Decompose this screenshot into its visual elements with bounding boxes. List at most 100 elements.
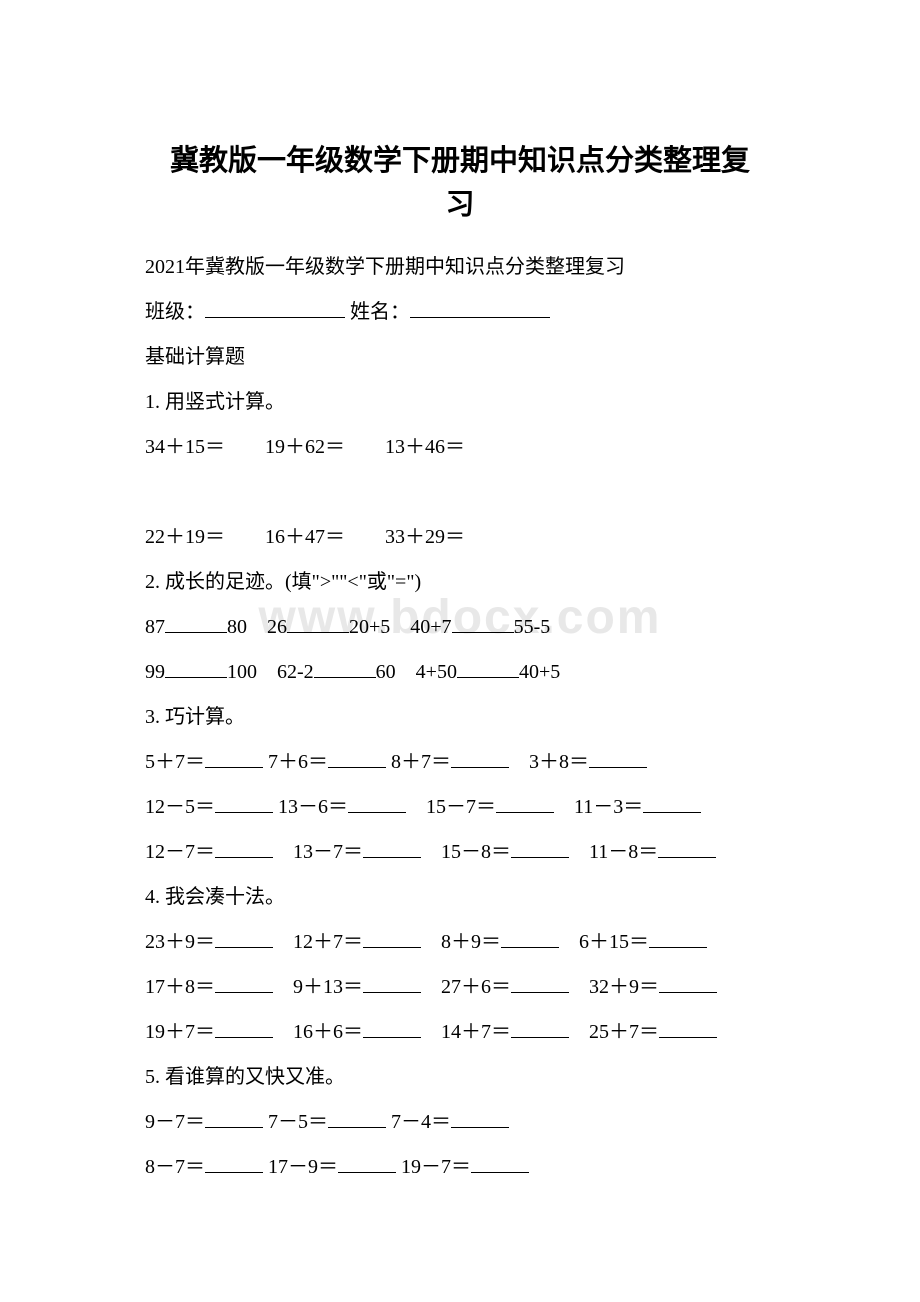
q3-row3: 12－7＝ 13－7＝ 15－8＝ 11－8＝ xyxy=(145,830,775,875)
q2-row2: 99100 62-260 4+5040+5 xyxy=(145,650,775,695)
q4-r3-blank3[interactable] xyxy=(511,1018,569,1038)
q4-r3-blank2[interactable] xyxy=(363,1018,421,1038)
q3-r1-blank4[interactable] xyxy=(589,748,647,768)
q1-row1: 34＋15＝ 19＋62＝ 13＋46＝ xyxy=(145,425,775,470)
q3-r2-c: 15－7＝ xyxy=(406,796,496,818)
q5-r1-c: 7－4＝ xyxy=(386,1111,451,1133)
q5-row2: 8－7＝ 17－9＝ 19－7＝ xyxy=(145,1145,775,1190)
q3-r1-blank3[interactable] xyxy=(451,748,509,768)
q2-r1-a: 87 xyxy=(145,616,165,638)
q4-r2-c: 27＋6＝ xyxy=(421,976,511,998)
q4-r2-blank4[interactable] xyxy=(659,973,717,993)
q2-r2-blank2[interactable] xyxy=(314,658,376,678)
q5-r1-blank3[interactable] xyxy=(451,1108,509,1128)
q2-r2-b: 100 62-2 xyxy=(227,661,314,683)
title-line-2: 习 xyxy=(445,189,474,221)
q2-r2-a: 99 xyxy=(145,661,165,683)
q4-r1-b: 12＋7＝ xyxy=(273,931,363,953)
q3-r2-blank1[interactable] xyxy=(215,793,273,813)
q4-r3-a: 19＋7＝ xyxy=(145,1021,215,1043)
q3-r1-c: 8＋7＝ xyxy=(386,751,451,773)
q3-prompt: 3. 巧计算。 xyxy=(145,695,775,740)
q3-r3-a: 12－7＝ xyxy=(145,841,215,863)
q5-prompt: 5. 看谁算的又快又准。 xyxy=(145,1055,775,1100)
q4-r1-blank1[interactable] xyxy=(215,928,273,948)
q3-r1-blank1[interactable] xyxy=(205,748,263,768)
name-blank[interactable] xyxy=(410,298,550,318)
q5-row1: 9－7＝ 7－5＝ 7－4＝ xyxy=(145,1100,775,1145)
q4-r1-c: 8＋9＝ xyxy=(421,931,501,953)
q3-row2: 12－5＝ 13－6＝ 15－7＝ 11－3＝ xyxy=(145,785,775,830)
q3-r2-blank4[interactable] xyxy=(643,793,701,813)
q3-r2-blank2[interactable] xyxy=(348,793,406,813)
q5-r2-blank3[interactable] xyxy=(471,1153,529,1173)
q5-r1-blank2[interactable] xyxy=(328,1108,386,1128)
q4-r3-blank4[interactable] xyxy=(659,1018,717,1038)
section-basic-calc: 基础计算题 xyxy=(145,335,775,380)
subtitle: 2021年冀教版一年级数学下册期中知识点分类整理复习 xyxy=(145,245,775,290)
q3-r1-a: 5＋7＝ xyxy=(145,751,205,773)
q4-r1-a: 23＋9＝ xyxy=(145,931,215,953)
q3-r2-a: 12－5＝ xyxy=(145,796,215,818)
q2-r1-c: 20+5 40+7 xyxy=(349,616,452,638)
q3-r3-blank3[interactable] xyxy=(511,838,569,858)
class-label: 班级： xyxy=(145,301,205,323)
q3-r3-blank4[interactable] xyxy=(658,838,716,858)
q3-r1-b: 7＋6＝ xyxy=(263,751,328,773)
q1-prompt: 1. 用竖式计算。 xyxy=(145,380,775,425)
q4-r3-c: 14＋7＝ xyxy=(421,1021,511,1043)
worksheet-content: 冀教版一年级数学下册期中知识点分类整理复 习 2021年冀教版一年级数学下册期中… xyxy=(145,140,775,1190)
q2-r1-blank2[interactable] xyxy=(287,613,349,633)
q5-r1-b: 7－5＝ xyxy=(263,1111,328,1133)
q5-r2-blank1[interactable] xyxy=(205,1153,263,1173)
q3-r3-b: 13－7＝ xyxy=(273,841,363,863)
q1-row2: 22＋19＝ 16＋47＝ 33＋29＝ xyxy=(145,515,775,560)
q5-r1-blank1[interactable] xyxy=(205,1108,263,1128)
q4-r1-blank2[interactable] xyxy=(363,928,421,948)
q4-r3-blank1[interactable] xyxy=(215,1018,273,1038)
class-blank[interactable] xyxy=(205,298,345,318)
q5-r2-c: 19－7＝ xyxy=(396,1156,471,1178)
q3-r3-c: 15－8＝ xyxy=(421,841,511,863)
q2-prompt: 2. 成长的足迹。(填">""<"或"=") xyxy=(145,560,775,605)
q2-row1: 87 80 26 20+5 40+7 55-5 xyxy=(145,605,775,650)
q5-r2-b: 17－9＝ xyxy=(263,1156,338,1178)
q2-r1-d: 55-5 xyxy=(514,616,551,638)
q4-prompt: 4. 我会凑十法。 xyxy=(145,875,775,920)
q1-spacer xyxy=(145,470,775,515)
q3-r3-d: 11－8＝ xyxy=(569,841,658,863)
q5-r2-a: 8－7＝ xyxy=(145,1156,205,1178)
name-label: 姓名： xyxy=(345,301,410,323)
q3-r3-blank1[interactable] xyxy=(215,838,273,858)
q4-r2-a: 17＋8＝ xyxy=(145,976,215,998)
page-title: 冀教版一年级数学下册期中知识点分类整理复 习 xyxy=(145,140,775,227)
q3-r3-blank2[interactable] xyxy=(363,838,421,858)
q3-r1-d: 3＋8＝ xyxy=(509,751,589,773)
q4-r2-blank2[interactable] xyxy=(363,973,421,993)
q4-r2-b: 9＋13＝ xyxy=(273,976,363,998)
q3-r2-b: 13－6＝ xyxy=(273,796,348,818)
q3-r2-blank3[interactable] xyxy=(496,793,554,813)
q2-r1-blank1[interactable] xyxy=(165,613,227,633)
q5-r1-a: 9－7＝ xyxy=(145,1111,205,1133)
q2-r2-blank3[interactable] xyxy=(457,658,519,678)
q4-r2-blank3[interactable] xyxy=(511,973,569,993)
q2-r2-blank1[interactable] xyxy=(165,658,227,678)
q4-r3-b: 16＋6＝ xyxy=(273,1021,363,1043)
q2-r1-b: 80 26 xyxy=(227,616,287,638)
q4-row1: 23＋9＝ 12＋7＝ 8＋9＝ 6＋15＝ xyxy=(145,920,775,965)
q4-r1-blank3[interactable] xyxy=(501,928,559,948)
title-line-1: 冀教版一年级数学下册期中知识点分类整理复 xyxy=(170,145,750,177)
q4-row3: 19＋7＝ 16＋6＝ 14＋7＝ 25＋7＝ xyxy=(145,1010,775,1055)
q2-r2-d: 40+5 xyxy=(519,661,560,683)
q3-r1-blank2[interactable] xyxy=(328,748,386,768)
q3-row1: 5＋7＝ 7＋6＝ 8＋7＝ 3＋8＝ xyxy=(145,740,775,785)
q4-r2-blank1[interactable] xyxy=(215,973,273,993)
q5-r2-blank2[interactable] xyxy=(338,1153,396,1173)
q4-r1-blank4[interactable] xyxy=(649,928,707,948)
q3-r2-d: 11－3＝ xyxy=(554,796,643,818)
q2-r1-blank3[interactable] xyxy=(452,613,514,633)
q4-r3-d: 25＋7＝ xyxy=(569,1021,659,1043)
q4-r1-d: 6＋15＝ xyxy=(559,931,649,953)
q4-r2-d: 32＋9＝ xyxy=(569,976,659,998)
